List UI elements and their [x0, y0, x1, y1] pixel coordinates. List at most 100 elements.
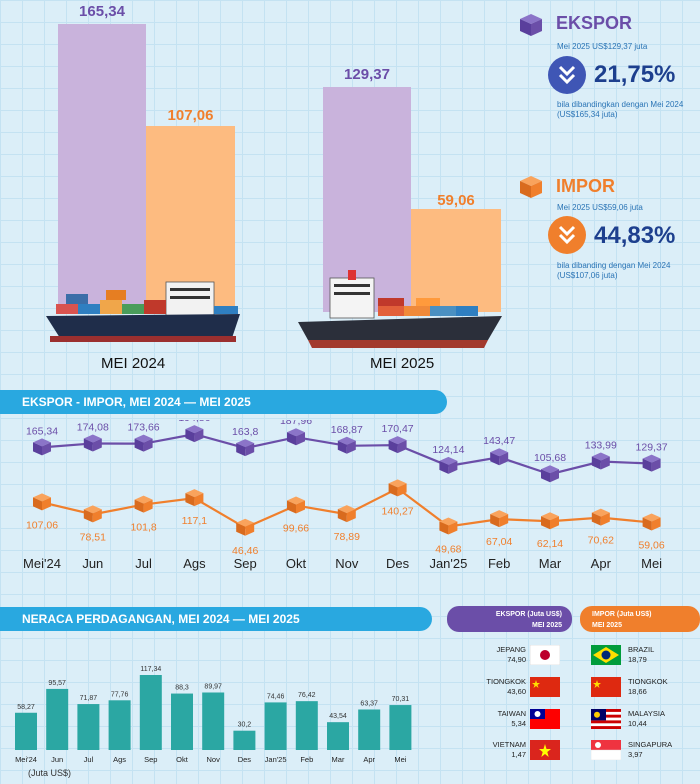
cube-icon	[520, 176, 542, 198]
x-tick-label: Ags	[183, 556, 206, 571]
x-tick-label: Jun	[51, 755, 63, 764]
balance-bar	[358, 709, 381, 750]
balance-data-label: 71,87	[80, 695, 98, 702]
impor-partner-label: BRAZIL 18,79	[628, 645, 654, 665]
balance-bar	[264, 702, 287, 750]
x-tick-label: Jan'25	[429, 556, 467, 571]
ekspor-point	[591, 452, 610, 470]
partner-name: TAIWAN	[497, 709, 526, 718]
balance-data-label: 76,42	[298, 692, 316, 699]
x-tick-label: Okt	[286, 556, 307, 571]
vietnam-flag	[530, 740, 560, 760]
balance-data-label: 30,2	[238, 722, 252, 729]
impor-note: bila dibanding dengan Mei 2024 (US$107,0…	[557, 261, 670, 281]
balance-bar	[108, 700, 131, 750]
ekspor-partner-label: JEPANG 74,90	[460, 645, 526, 665]
partner-name: MALAYSIA	[628, 709, 665, 718]
ekspor-data-label: 168,87	[331, 424, 363, 436]
ekspor-point	[134, 434, 153, 452]
ekspor-point	[185, 425, 204, 443]
impor-data-label: 101,8	[130, 522, 156, 534]
impor-point	[185, 489, 204, 507]
line-section-banner: EKSPOR - IMPOR, MEI 2024 — MEI 2025	[0, 390, 447, 414]
ekspor-data-label: 187,96	[280, 420, 312, 427]
impor-data-label: 78,51	[80, 531, 106, 543]
ekspor-point	[33, 438, 51, 456]
partner-value: 18,79	[628, 655, 647, 664]
cargo-ship-icon	[298, 270, 502, 348]
impor-data-label: 46,46	[232, 545, 258, 557]
x-tick-label: Nov	[335, 556, 359, 571]
x-tick-label: Feb	[488, 556, 510, 571]
ekspor-note-line2: (US$165,34 juta)	[557, 110, 618, 119]
ekspor-partner-label: VIETNAM 1,47	[460, 740, 526, 760]
balance-bar	[233, 730, 256, 750]
ekspor-point	[490, 448, 509, 466]
x-tick-label: Mei'24	[23, 556, 61, 571]
impor-data-label: 117,1	[182, 515, 208, 527]
balance-bar	[295, 701, 318, 750]
impor-partner-label: TIONGKOK 18,66	[628, 677, 668, 697]
partner-value: 18,66	[628, 687, 647, 696]
ekspor-data-label: 133,99	[585, 440, 617, 452]
partner-name: BRAZIL	[628, 645, 655, 654]
x-tick-label: Apr	[363, 755, 375, 764]
ekspor-point	[439, 456, 458, 474]
malaysia-flag	[591, 709, 621, 729]
summary-bar-chart: 165,34 107,06 129,37 59,06 MEI 2024 MEI …	[0, 0, 510, 380]
x-tick-label: Jun	[82, 556, 103, 571]
balance-bar	[46, 688, 69, 750]
x-tick-label: Des	[386, 556, 410, 571]
impor-data-label: 62,14	[537, 538, 563, 550]
ekspor-data-label: 165,34	[26, 425, 58, 437]
partner-value: 10,44	[628, 719, 647, 728]
partner-name: VIETNAM	[492, 740, 526, 749]
cargo-ship-icon	[46, 281, 240, 342]
impor-partner-header: IMPOR (Juta US$) MEI 2025	[580, 606, 700, 632]
partner-value: 3,97	[628, 750, 643, 759]
x-tick-label: Sep	[234, 556, 257, 571]
ekspor-point	[388, 436, 407, 454]
impor-value-2025: 59,06	[437, 192, 475, 209]
balance-data-label: 95,57	[48, 680, 66, 687]
impor-point	[591, 508, 610, 526]
ekspor-point	[236, 439, 255, 457]
impor-point	[287, 496, 305, 514]
x-tick-label: Apr	[591, 556, 612, 571]
ekspor-percent: 21,75%	[594, 61, 676, 88]
impor-point	[236, 518, 255, 536]
ekspor-point	[337, 436, 356, 454]
impor-partner-label: SINGAPURA 3,97	[628, 740, 672, 760]
impor-point	[642, 513, 661, 531]
impor-note-line2: (US$107,06 juta)	[557, 271, 618, 280]
impor-data-label: 70,62	[588, 535, 614, 547]
impor-data-label: 107,06	[26, 519, 58, 531]
ekspor-partner-header: EKSPOR (Juta US$) MEI 2025	[447, 606, 572, 632]
balance-bar	[327, 722, 349, 750]
impor-subtitle: Mei 2025 US$59,06 juta	[557, 203, 643, 212]
balance-data-label: 77,76	[111, 691, 129, 698]
ekspor-data-label: 173,66	[128, 422, 160, 434]
ekspor-point	[642, 454, 661, 472]
ekspor-data-label: 194,86	[178, 420, 210, 424]
x-tick-label: Mei	[641, 556, 662, 571]
taiwan-flag	[530, 709, 560, 729]
partner-name: JEPANG	[496, 645, 526, 654]
ekspor-data-label: 174,08	[77, 421, 109, 433]
impor-partner-header-line2: MEI 2025	[592, 622, 622, 629]
x-tick-label: Sep	[144, 755, 157, 764]
balance-bar	[77, 704, 100, 750]
ekspor-partner-header-line2: MEI 2025	[532, 622, 562, 629]
ekspor-value-2025: 129,37	[344, 66, 390, 83]
ekspor-bar-2025	[323, 86, 411, 312]
ekspor-note: bila dibandingkan dengan Mei 2024 (US$16…	[557, 100, 683, 120]
impor-bar-2025	[411, 209, 501, 312]
period-label-2024: MEI 2024	[101, 355, 166, 372]
ekspor-data-label: 170,47	[382, 423, 414, 435]
x-tick-label: Mei	[394, 755, 406, 764]
impor-bar-2024	[146, 125, 235, 312]
ekspor-data-label: 129,37	[636, 442, 668, 454]
ekspor-point	[541, 465, 559, 483]
impor-point	[134, 495, 153, 513]
bar-section-banner: NERACA PERDAGANGAN, MEI 2024 — MEI 2025	[0, 607, 432, 631]
